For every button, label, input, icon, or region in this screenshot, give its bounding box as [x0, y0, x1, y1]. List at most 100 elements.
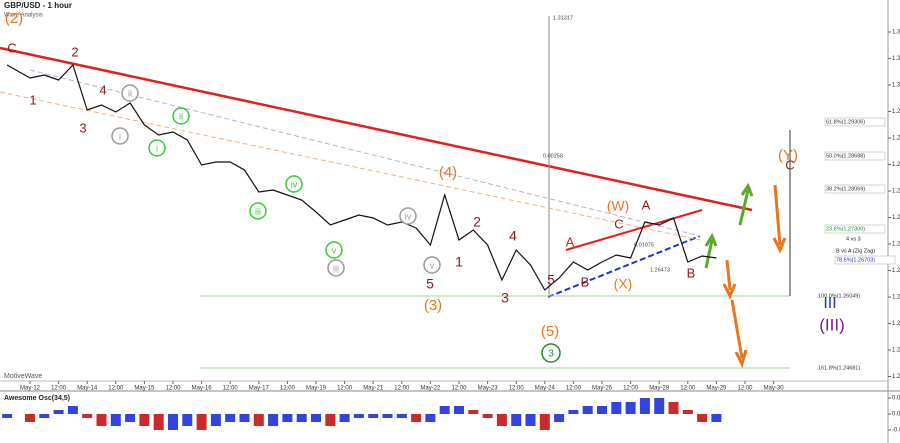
y-tick-label: 0.00000: [892, 412, 900, 418]
x-tick-label: 12:00: [737, 386, 753, 392]
level-box: [834, 255, 896, 265]
x-tick-label: 12:00: [51, 386, 67, 392]
wave-label: (2): [5, 10, 23, 27]
osc-bar: [468, 410, 479, 414]
x-tick-label: 12:00: [566, 386, 582, 392]
osc-title: Awesome Osc(34,5): [4, 395, 70, 402]
wave-label: (Y): [778, 147, 798, 164]
wave-label: 1: [29, 92, 36, 107]
x-tick-label: 12:00: [509, 386, 525, 392]
osc-bar: [697, 414, 708, 422]
wave-label: C: [614, 216, 623, 231]
x-tick-label: 12:00: [394, 386, 410, 392]
osc-bar: [53, 410, 64, 414]
x-tick-label: May-15: [134, 386, 155, 392]
level-label: B vs A (Zig Zag): [836, 248, 875, 254]
y-tick-label: 1.26500: [892, 268, 900, 274]
osc-bar: [711, 414, 722, 422]
wave-circle: [399, 207, 417, 225]
wave-circle: [111, 127, 129, 145]
wave-label: A: [642, 197, 651, 212]
osc-bar: [310, 414, 322, 422]
wave-label: v: [332, 245, 337, 255]
wave-label: iv: [405, 211, 412, 221]
moving-average: [29, 69, 701, 237]
x-tick-label: 12:00: [680, 386, 696, 392]
x-tick-label: 12:00: [280, 386, 296, 392]
osc-bar: [96, 414, 107, 426]
osc-bar: [296, 414, 307, 422]
moving-average: [0, 91, 701, 241]
y-tick-label: 1.29000: [892, 136, 900, 142]
wave-label: 3: [79, 120, 86, 135]
wave-label: 5: [547, 272, 555, 288]
x-tick-label: 12:00: [337, 386, 353, 392]
measure-note: 0.01075: [634, 242, 654, 248]
x-tick-label: May-19: [306, 386, 327, 392]
wave-label: (X): [614, 276, 633, 292]
osc-bar: [24, 414, 36, 422]
wave-label: 4: [99, 82, 106, 97]
measure-note: 0.00258: [543, 153, 563, 159]
x-tick-label: May-12: [20, 386, 41, 392]
wave-label: 2: [473, 214, 481, 230]
level-box: [824, 224, 886, 234]
measure-note: 1.26473: [650, 267, 670, 273]
wave-label: i: [156, 143, 158, 153]
level-box: [824, 151, 886, 161]
wave-label: (4): [439, 164, 457, 181]
wave-label: 5: [426, 276, 434, 292]
x-tick-label: 12:00: [451, 386, 467, 392]
level-label: 4 vs 3: [846, 236, 861, 242]
osc-bar: [268, 414, 279, 426]
x-tick-label: May-16: [192, 386, 213, 392]
x-tick-label: 12:00: [165, 386, 181, 392]
wave-label: C: [7, 40, 16, 55]
wave-label: 4: [509, 228, 517, 244]
price-line: [6, 63, 717, 291]
wave-label: i: [119, 131, 121, 141]
wave-label: B: [687, 265, 696, 280]
osc-bar: [682, 410, 693, 414]
y-tick-label: 1.25000: [892, 348, 900, 354]
level-box: [824, 184, 886, 194]
y-tick-label: 1.25500: [892, 321, 900, 327]
osc-bar: [639, 398, 650, 414]
y-tick-label: 1.27500: [892, 215, 900, 221]
wave-circle: [541, 343, 561, 363]
y-tick-label: 1.31000: [892, 30, 900, 36]
wave-circle: [423, 256, 441, 274]
brand: MotiveWave: [4, 373, 42, 380]
wave-circle: [148, 139, 166, 157]
osc-bar: [496, 414, 507, 426]
wave-label: (5): [541, 323, 559, 340]
wave-label: A: [566, 234, 575, 249]
wave-label: (W): [607, 198, 630, 214]
x-tick-label: May-24: [535, 386, 556, 392]
osc-bar: [625, 402, 636, 414]
osc-bar: [225, 414, 236, 422]
y-tick-label: 1.26000: [892, 295, 900, 301]
arrow-up: [704, 232, 718, 269]
x-tick-label: May-21: [363, 386, 384, 392]
osc-bar: [582, 406, 593, 414]
wave-label: ii: [128, 88, 132, 98]
wave-circle: [172, 107, 190, 125]
osc-bar: [654, 398, 665, 414]
osc-bar: [182, 414, 193, 426]
x-tick-label: 12:00: [223, 386, 239, 392]
x-tick-label: May-30: [764, 386, 785, 392]
channel-line: [547, 235, 701, 298]
osc-bar: [453, 406, 465, 414]
wave-label: iii: [333, 263, 339, 273]
x-tick-label: May-29: [706, 386, 727, 392]
x-tick-label: 12:00: [623, 386, 639, 392]
osc-bar: [239, 414, 250, 422]
y-tick-label: 1.30000: [892, 83, 900, 89]
osc-bar: [253, 414, 264, 426]
osc-bar: [482, 414, 493, 418]
chart-title: GBP/USD - 1 hour: [4, 1, 72, 10]
x-tick-label: May-22: [420, 386, 441, 392]
wave-label: iii: [255, 206, 261, 216]
